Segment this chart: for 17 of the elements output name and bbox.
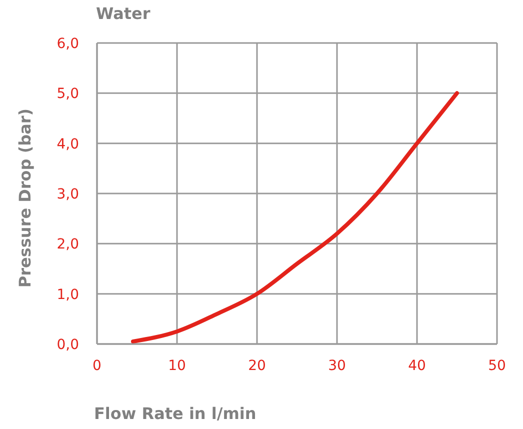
x-tick-label: 30 xyxy=(328,358,346,374)
y-tick-label: 0,0 xyxy=(56,336,79,353)
y-axis-title: Pressure Drop (bar) xyxy=(16,108,34,288)
line-series xyxy=(131,91,459,344)
y-tick-label: 4,0 xyxy=(56,136,79,152)
y-tick-label: 5,0 xyxy=(56,86,79,102)
y-tick-label: 6,0 xyxy=(56,36,79,52)
y-tick-label: 1,0 xyxy=(56,286,79,303)
x-tick-label: 0 xyxy=(92,358,102,374)
x-tick-label: 50 xyxy=(488,358,506,374)
x-tick-label: 20 xyxy=(248,358,266,374)
y-tick-label: 2,0 xyxy=(56,236,79,253)
x-tick-label: 40 xyxy=(408,358,426,374)
x-tick-label: 10 xyxy=(168,358,186,374)
x-axis-title: Flow Rate in l/min xyxy=(94,404,256,423)
y-tick-label: 3,0 xyxy=(56,186,79,202)
chart-title: Water xyxy=(96,4,150,23)
